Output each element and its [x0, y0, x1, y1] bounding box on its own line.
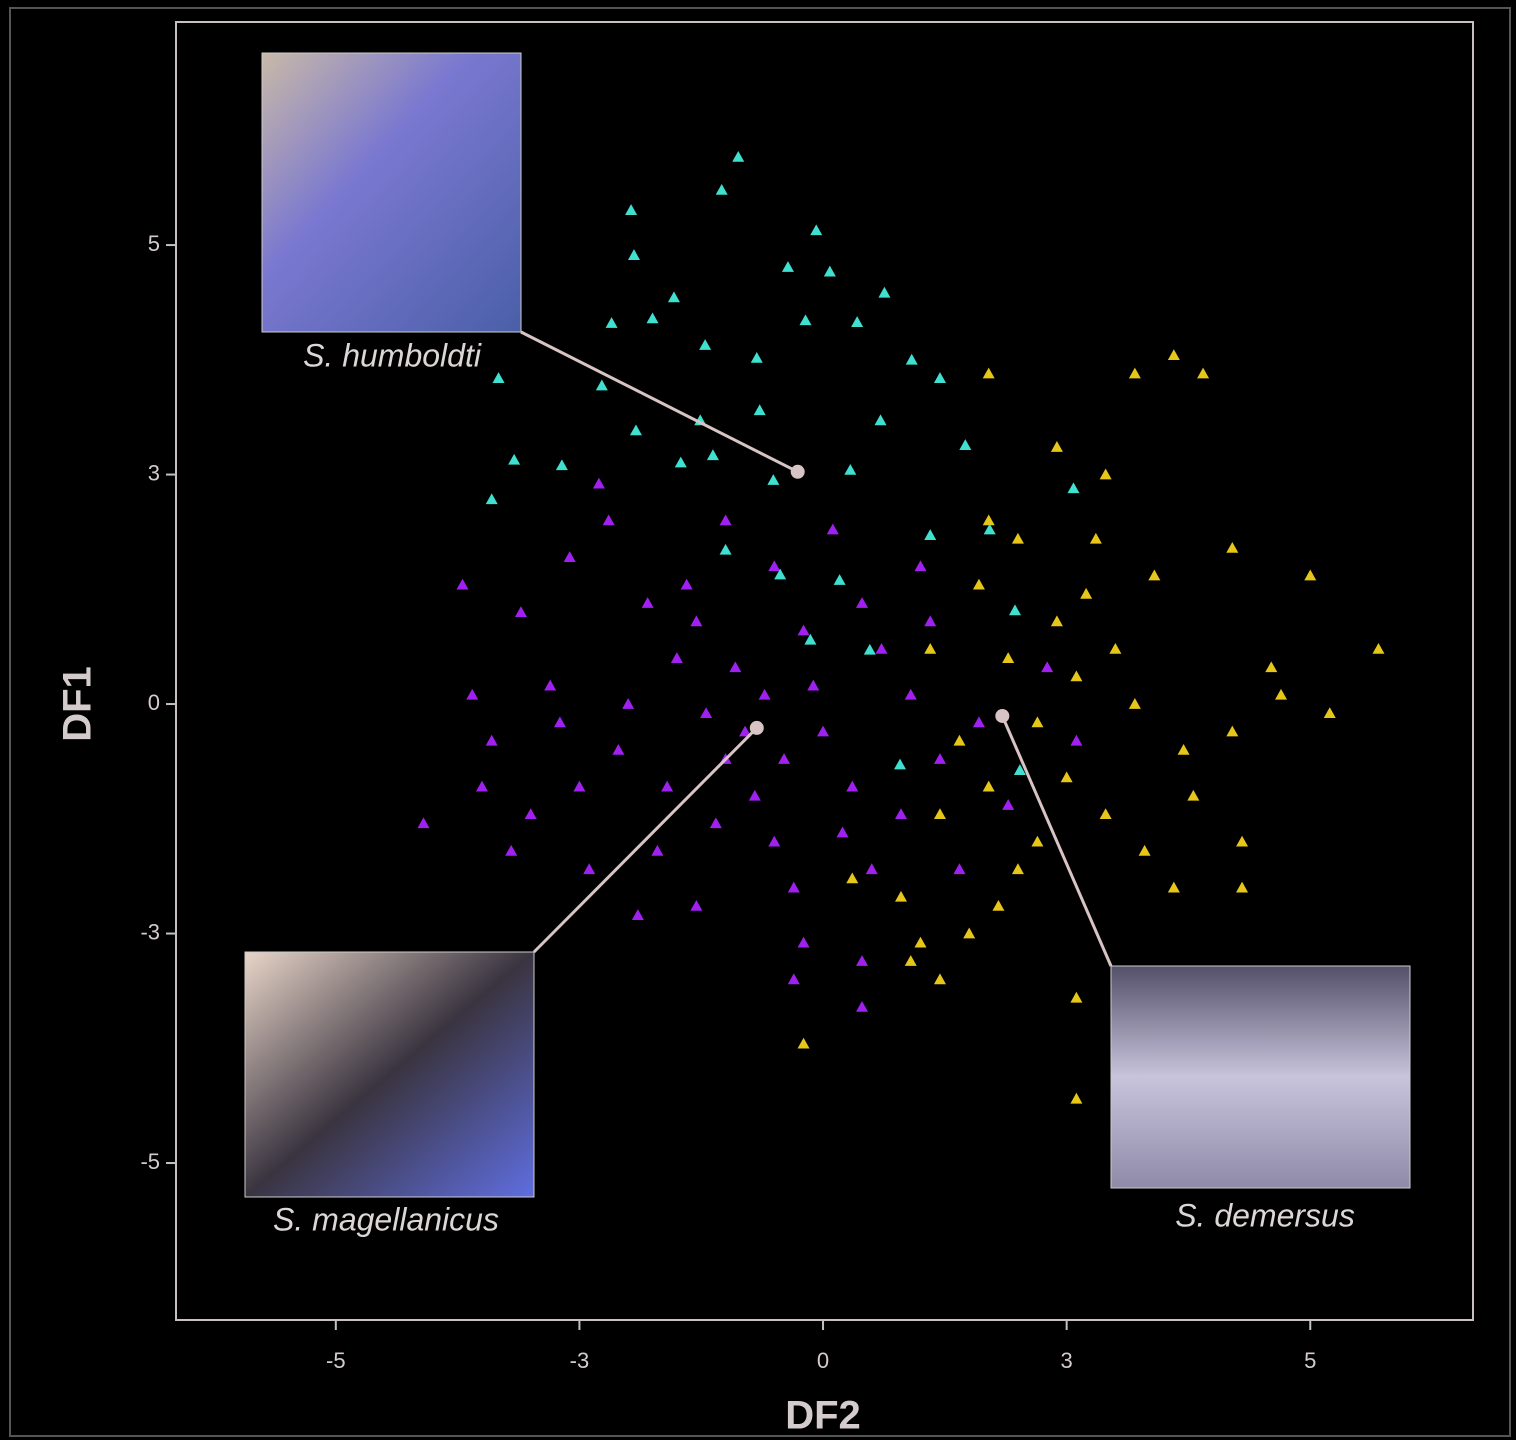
- x-tick-label: 3: [1061, 1348, 1073, 1373]
- photo: [1111, 966, 1410, 1188]
- y-tick-label: 0: [148, 690, 160, 715]
- y-tick-label: 3: [148, 460, 160, 485]
- species-caption: S. magellanicus: [273, 1201, 499, 1237]
- x-tick-label: -5: [326, 1348, 346, 1373]
- x-tick-label: -3: [570, 1348, 590, 1373]
- centroid: [995, 709, 1009, 723]
- x-axis-title: DF2: [785, 1394, 861, 1438]
- y-tick-label: 5: [148, 231, 160, 256]
- centroid: [791, 465, 805, 479]
- species-caption: S. humboldti: [303, 337, 482, 373]
- y-axis-title: DF1: [56, 666, 100, 742]
- photo: [262, 53, 521, 332]
- photo: [245, 952, 534, 1197]
- y-tick-label: -3: [140, 919, 160, 944]
- species-caption: S. demersus: [1175, 1197, 1355, 1233]
- chart: S. humboldti S. magellanicus S. demersus…: [0, 0, 1516, 1440]
- x-tick-label: 0: [817, 1348, 829, 1373]
- centroid: [750, 721, 764, 735]
- x-tick-label: 5: [1304, 1348, 1316, 1373]
- y-tick-label: -5: [140, 1149, 160, 1174]
